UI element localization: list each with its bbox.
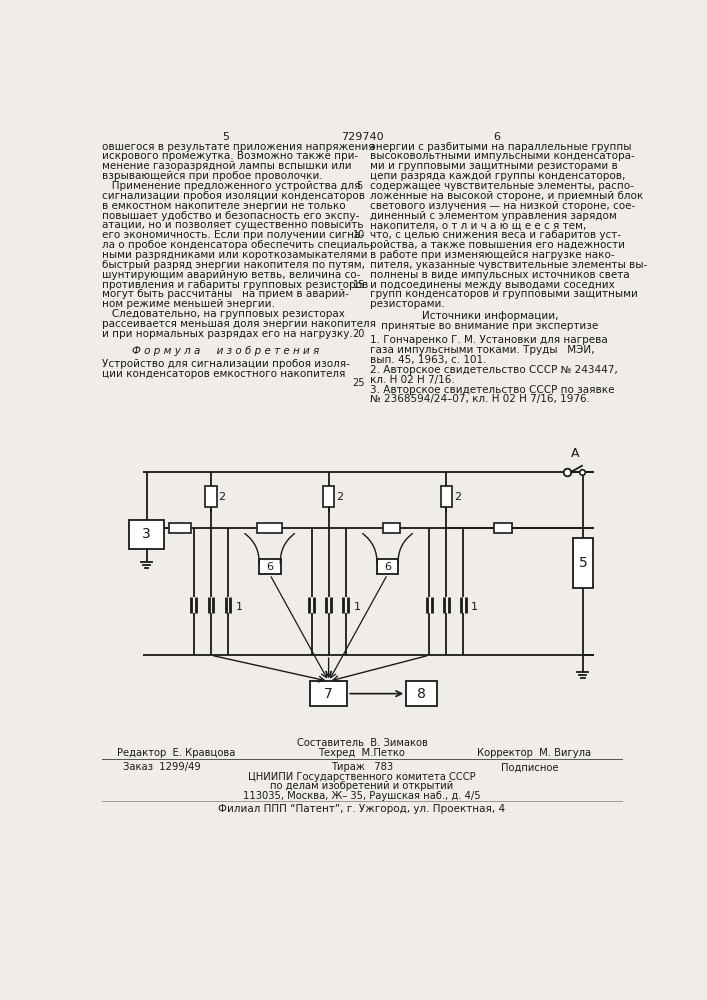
Text: 20: 20 [353, 329, 365, 339]
Text: могут быть рассчитаны   на прием в аварий-: могут быть рассчитаны на прием в аварий- [103, 289, 349, 299]
Text: ном режиме меньшей энергии.: ном режиме меньшей энергии. [103, 299, 275, 309]
Text: 1: 1 [235, 602, 243, 612]
Text: вып. 45, 1963, с. 101.: вып. 45, 1963, с. 101. [370, 355, 486, 365]
Text: искрового промежутка. Возможно также при-: искрового промежутка. Возможно также при… [103, 151, 358, 161]
Text: 1. Гончаренко Г. М. Установки для нагрева: 1. Гончаренко Г. М. Установки для нагрев… [370, 335, 607, 345]
Text: быстрый разряд энергии накопителя по путям,: быстрый разряд энергии накопителя по пут… [103, 260, 366, 270]
Text: 8: 8 [417, 687, 426, 701]
Text: диненный с элементом управления зарядом: диненный с элементом управления зарядом [370, 211, 617, 221]
Bar [406, 681, 437, 706]
Text: Филиал ППП “Патент”, г. Ужгород, ул. Проектная, 4: Филиал ППП “Патент”, г. Ужгород, ул. Про… [218, 804, 506, 814]
Text: овшегося в результате приложения напряжения: овшегося в результате приложения напряже… [103, 142, 375, 152]
Text: высоковольтными импульсными конденсатора-: высоковольтными импульсными конденсатора… [370, 151, 634, 161]
Bar [259, 559, 281, 574]
Bar [323, 486, 334, 507]
Text: и подсоединены между выводами соседних: и подсоединены между выводами соседних [370, 280, 614, 290]
Text: 15: 15 [353, 280, 365, 290]
Text: противления и габариты групповых резисторов: противления и габариты групповых резисто… [103, 280, 368, 290]
Text: A: A [571, 447, 579, 460]
Text: 2: 2 [218, 492, 226, 502]
Text: 2: 2 [337, 492, 344, 502]
Bar [377, 559, 398, 574]
Text: ложенные на высокой стороне, и приемный блок: ложенные на высокой стороне, и приемный … [370, 191, 643, 201]
Text: 113035, Москва, Ж– 35, Раушская наб., д. 4/5: 113035, Москва, Ж– 35, Раушская наб., д.… [243, 791, 481, 801]
Text: по делам изобретений и открытий: по делам изобретений и открытий [270, 781, 454, 791]
Text: 2. Авторское свидетельство СССР № 243447,: 2. Авторское свидетельство СССР № 243447… [370, 365, 617, 375]
Text: 3: 3 [142, 527, 151, 541]
Text: полнены в виде импульсных источников света: полнены в виде импульсных источников све… [370, 270, 629, 280]
Text: кл. Н 02 Н 7/16.: кл. Н 02 Н 7/16. [370, 375, 455, 385]
Text: светового излучения — на низкой стороне, сое-: светового излучения — на низкой стороне,… [370, 201, 635, 211]
Text: цепи разряда каждой группы конденсаторов,: цепи разряда каждой группы конденсаторов… [370, 171, 625, 181]
Text: 25: 25 [353, 378, 365, 388]
Text: ми и групповыми защитными резисторами в: ми и групповыми защитными резисторами в [370, 161, 617, 171]
Text: Корректор  М. Вигула: Корректор М. Вигула [477, 748, 591, 758]
Text: газа импульсными токами. Труды   МЭИ,: газа импульсными токами. Труды МЭИ, [370, 345, 594, 355]
Text: взрывающейся при пробое проволочки.: взрывающейся при пробое проволочки. [103, 171, 323, 181]
Text: Заказ  1299/49: Заказ 1299/49 [123, 762, 201, 772]
Text: ции конденсаторов емкостного накопителя: ции конденсаторов емкостного накопителя [103, 369, 346, 379]
Bar [494, 523, 512, 533]
Text: Тираж   783: Тираж 783 [331, 762, 393, 772]
Text: Применение предложенного устройства для: Применение предложенного устройства для [103, 181, 361, 191]
Bar [440, 486, 452, 507]
Bar [310, 681, 347, 706]
Text: в емкостном накопителе энергии не только: в емкостном накопителе энергии не только [103, 201, 346, 211]
Text: 6: 6 [384, 562, 391, 572]
Text: № 2368594/24–07, кл. Н 02 Н 7/16, 1976.: № 2368594/24–07, кл. Н 02 Н 7/16, 1976. [370, 394, 590, 404]
Text: 2: 2 [454, 492, 461, 502]
Bar [573, 538, 593, 588]
Text: в работе при изменяющейся нагрузке нако-: в работе при изменяющейся нагрузке нако- [370, 250, 614, 260]
Text: Редактор  Е. Кравцова: Редактор Е. Кравцова [117, 748, 235, 758]
Text: ЦНИИПИ Государственного комитета СССР: ЦНИИПИ Государственного комитета СССР [248, 772, 476, 782]
Text: Техред  М.Петко: Техред М.Петко [319, 748, 405, 758]
Text: рассеивается меньшая доля энергии накопителя: рассеивается меньшая доля энергии накопи… [103, 319, 376, 329]
Text: 7: 7 [325, 687, 333, 701]
Text: Источники информации,: Источники информации, [421, 311, 558, 321]
Text: Следовательно, на групповых резисторах: Следовательно, на групповых резисторах [103, 309, 345, 319]
Text: энергии с разбитыми на параллельные группы: энергии с разбитыми на параллельные груп… [370, 142, 631, 152]
Text: атации, но и позволяет существенно повысить: атации, но и позволяет существенно повыс… [103, 220, 364, 230]
Text: шунтирующим аварийную ветвь, величина со-: шунтирующим аварийную ветвь, величина со… [103, 270, 361, 280]
Bar [169, 523, 191, 533]
Text: 1: 1 [354, 602, 361, 612]
Text: групп конденсаторов и групповыми защитными: групп конденсаторов и групповыми защитны… [370, 289, 638, 299]
Text: резисторами.: резисторами. [370, 299, 445, 309]
Text: ными разрядниками или короткозамыкателями: ными разрядниками или короткозамыкателям… [103, 250, 368, 260]
Text: повышает удобство и безопасность его экспу-: повышает удобство и безопасность его экс… [103, 211, 360, 221]
Text: принятые во внимание при экспертизе: принятые во внимание при экспертизе [381, 321, 598, 331]
Text: накопителя, о т л и ч а ю щ е е с я тем,: накопителя, о т л и ч а ю щ е е с я тем, [370, 220, 586, 230]
Bar [205, 486, 216, 507]
Text: 6: 6 [493, 132, 501, 142]
Text: содержащее чувствительные элементы, распо-: содержащее чувствительные элементы, расп… [370, 181, 633, 191]
Text: Подписное: Подписное [501, 762, 559, 772]
Text: 10: 10 [353, 230, 365, 240]
Text: 3. Авторское свидетельство СССР по заявке: 3. Авторское свидетельство СССР по заявк… [370, 385, 614, 395]
Text: 5: 5 [578, 556, 588, 570]
Text: 6: 6 [267, 562, 273, 572]
Bar [129, 520, 164, 549]
Text: ла о пробое конденсатора обеспечить специаль-: ла о пробое конденсатора обеспечить спец… [103, 240, 374, 250]
Text: Ф о р м у л а     и з о б р е т е н и я: Ф о р м у л а и з о б р е т е н и я [132, 346, 319, 356]
Bar [257, 523, 282, 533]
Text: 729740: 729740 [341, 132, 383, 142]
Text: сигнализации пробоя изоляции конденсаторов: сигнализации пробоя изоляции конденсатор… [103, 191, 366, 201]
Text: 5: 5 [222, 132, 229, 142]
Text: Устройство для сигнализации пробоя изоля-: Устройство для сигнализации пробоя изоля… [103, 359, 350, 369]
Text: что, с целью снижения веса и габаритов уст-: что, с целью снижения веса и габаритов у… [370, 230, 621, 240]
Text: пителя, указанные чувствительные элементы вы-: пителя, указанные чувствительные элемент… [370, 260, 647, 270]
Text: менение газоразрядной лампы вспышки или: менение газоразрядной лампы вспышки или [103, 161, 352, 171]
Text: и при нормальных разрядах его на нагрузку.: и при нормальных разрядах его на нагрузк… [103, 329, 353, 339]
Text: 5: 5 [356, 181, 362, 191]
Bar [383, 523, 400, 533]
Text: 1: 1 [472, 602, 478, 612]
Text: Составитель  В. Зимаков: Составитель В. Зимаков [296, 738, 428, 748]
Text: ройства, а также повышения его надежности: ройства, а также повышения его надежност… [370, 240, 625, 250]
Text: его экономичность. Если при получении сигна-: его экономичность. Если при получении си… [103, 230, 364, 240]
